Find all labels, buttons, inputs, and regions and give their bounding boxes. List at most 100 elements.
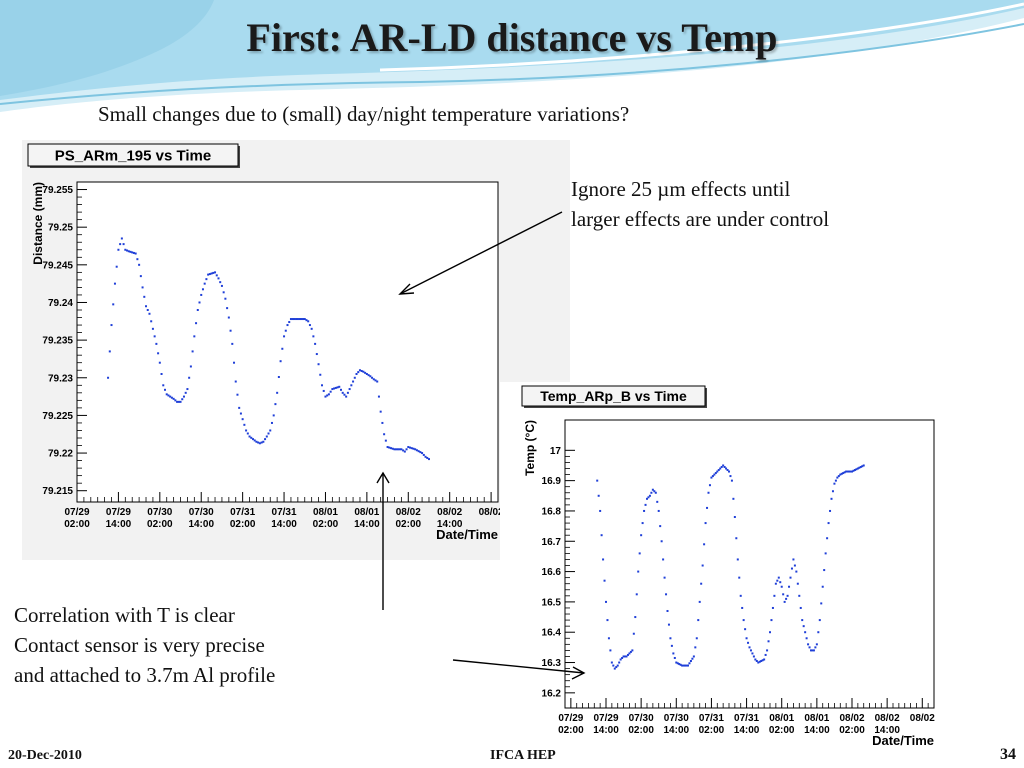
data-point bbox=[362, 370, 365, 373]
data-point bbox=[357, 371, 360, 374]
data-point bbox=[616, 664, 619, 667]
data-point bbox=[403, 450, 406, 453]
data-point bbox=[129, 250, 132, 253]
data-point bbox=[253, 439, 256, 442]
data-point bbox=[783, 600, 786, 603]
data-point bbox=[426, 456, 429, 459]
data-point bbox=[181, 398, 184, 401]
data-point bbox=[792, 558, 795, 561]
data-point bbox=[151, 327, 154, 330]
data-point bbox=[856, 467, 859, 470]
data-point bbox=[377, 395, 380, 398]
chart-title-box bbox=[27, 143, 239, 167]
data-point bbox=[334, 386, 337, 389]
data-point bbox=[789, 576, 792, 579]
y-tick-label: 16.6 bbox=[542, 567, 562, 578]
data-point bbox=[246, 432, 249, 435]
data-point bbox=[414, 448, 417, 451]
data-point bbox=[659, 525, 662, 528]
data-point bbox=[201, 288, 204, 291]
data-point bbox=[600, 534, 603, 537]
x-tick-label: 07/29 bbox=[106, 507, 131, 518]
data-point bbox=[707, 491, 710, 494]
data-point bbox=[308, 324, 311, 327]
data-point bbox=[172, 397, 175, 400]
x-tick-label: 07/31 bbox=[734, 713, 759, 724]
x-tick-label: 07/31 bbox=[272, 507, 297, 518]
x-tick-label: 14:00 bbox=[354, 519, 380, 530]
x-tick-label: 14:00 bbox=[874, 725, 900, 736]
data-point bbox=[207, 273, 210, 276]
data-point bbox=[272, 414, 275, 417]
data-point bbox=[790, 567, 793, 570]
data-point bbox=[808, 646, 811, 649]
chart-title-box bbox=[521, 385, 706, 407]
data-point bbox=[730, 479, 733, 482]
data-point bbox=[374, 379, 377, 382]
data-point bbox=[701, 564, 704, 567]
data-point bbox=[758, 660, 761, 663]
data-point bbox=[189, 365, 192, 368]
data-point bbox=[638, 552, 641, 555]
data-point bbox=[269, 429, 272, 432]
data-point bbox=[647, 496, 650, 499]
chart-title: Temp_ARp_B vs Time bbox=[540, 388, 687, 404]
x-tick-label: 14:00 bbox=[734, 725, 760, 736]
data-point bbox=[139, 275, 142, 278]
data-point bbox=[599, 509, 602, 512]
data-point bbox=[815, 643, 818, 646]
x-tick-label: 02:00 bbox=[699, 725, 725, 736]
data-point bbox=[402, 449, 405, 452]
data-point bbox=[395, 448, 398, 451]
data-point bbox=[217, 277, 220, 280]
page-number: 34 bbox=[1000, 746, 1016, 763]
note-correlation: Correlation with T is clear Contact sens… bbox=[14, 600, 275, 690]
data-point bbox=[364, 371, 367, 374]
data-point bbox=[738, 576, 741, 579]
data-point bbox=[635, 593, 638, 596]
data-point bbox=[763, 658, 766, 661]
x-tick-label: 02:00 bbox=[147, 519, 173, 530]
data-point bbox=[291, 318, 294, 321]
data-point bbox=[195, 322, 198, 325]
data-point bbox=[684, 664, 687, 667]
data-point bbox=[609, 649, 612, 652]
data-point bbox=[723, 465, 726, 468]
data-point bbox=[108, 350, 111, 353]
temperature-vs-time-chart: Temp_ARp_B vs Time 16.2 16.3 16.4 16.5 16.6 16… bbox=[500, 382, 948, 748]
data-point bbox=[296, 318, 299, 321]
data-point bbox=[653, 490, 656, 493]
data-point bbox=[656, 500, 659, 503]
x-tick-label: 02:00 bbox=[230, 519, 256, 530]
data-point bbox=[424, 455, 427, 458]
data-point bbox=[673, 656, 676, 659]
y-tick-label: 17 bbox=[550, 446, 562, 457]
data-point bbox=[302, 318, 305, 321]
y-tick-label: 79.225 bbox=[42, 411, 73, 422]
data-point bbox=[845, 470, 848, 473]
x-tick-label: 02:00 bbox=[395, 519, 421, 530]
data-point bbox=[760, 660, 763, 663]
data-point bbox=[773, 594, 776, 597]
data-point bbox=[239, 412, 242, 415]
data-point bbox=[681, 664, 684, 667]
data-point bbox=[419, 451, 422, 454]
header-wave-decoration bbox=[0, 0, 1024, 112]
data-point bbox=[376, 380, 379, 383]
data-point bbox=[400, 448, 403, 451]
data-point bbox=[264, 438, 267, 441]
distance-vs-time-chart: PS_ARm_195 vs Time 79.215 79.22 79.225 79.23… bbox=[22, 140, 570, 560]
data-point bbox=[754, 658, 757, 661]
data-point bbox=[817, 631, 820, 634]
data-point bbox=[303, 318, 306, 321]
data-point bbox=[267, 432, 270, 435]
data-point bbox=[331, 388, 334, 391]
data-point bbox=[417, 450, 420, 453]
data-point bbox=[319, 373, 322, 376]
data-point bbox=[371, 376, 374, 379]
data-point bbox=[117, 248, 120, 251]
data-point bbox=[162, 384, 165, 387]
data-point bbox=[338, 385, 341, 388]
data-point bbox=[814, 646, 817, 649]
data-point bbox=[761, 659, 764, 662]
